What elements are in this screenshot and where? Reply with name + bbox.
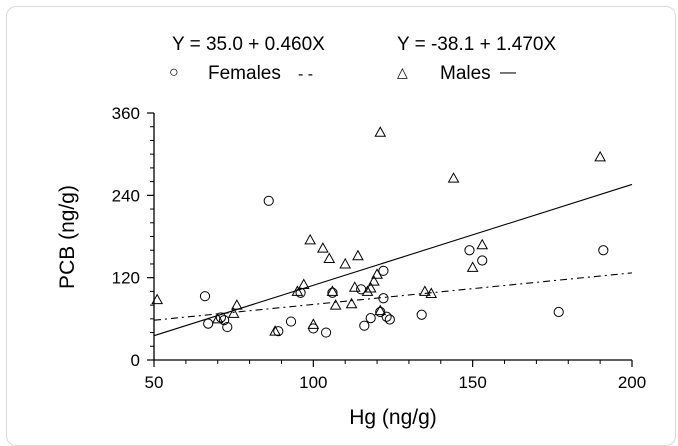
legend: Y = 35.0 + 0.460X Y = -38.1 + 1.470X ○ F…	[169, 34, 556, 84]
fit-line-males	[153, 183, 633, 337]
female-point	[359, 320, 370, 331]
male-point	[307, 318, 320, 329]
y-tick-label: 240	[112, 186, 140, 205]
male-point	[326, 285, 339, 296]
male-point	[447, 172, 460, 183]
male-point	[371, 268, 383, 279]
y-tick-label: 120	[112, 269, 140, 288]
male-point	[297, 278, 310, 290]
female-point	[378, 293, 389, 304]
regression-lines	[153, 183, 633, 337]
male-point	[339, 257, 352, 269]
fit-line-females	[153, 272, 633, 321]
female-point	[285, 316, 297, 327]
legend-equation-females: Y = 35.0 + 0.460X	[172, 34, 325, 55]
x-tick-label: 50	[145, 373, 164, 392]
male-point	[151, 293, 164, 305]
female-point	[381, 311, 392, 322]
male-point	[291, 285, 304, 296]
female-point	[365, 313, 376, 324]
male-point	[419, 285, 431, 296]
male-point	[361, 285, 374, 296]
female-point	[598, 245, 609, 256]
male-point	[323, 252, 336, 263]
x-tick-label: 100	[299, 373, 327, 392]
legend-linestyle-females: - -	[298, 66, 313, 83]
male-point	[345, 297, 358, 309]
legend-label-females: Females	[208, 63, 281, 84]
male-point	[227, 307, 240, 318]
female-point	[416, 309, 427, 320]
female-point	[375, 306, 386, 318]
male-point	[348, 281, 361, 292]
female-point	[203, 318, 214, 329]
male-point	[466, 261, 479, 272]
y-tick-label: 0	[131, 351, 140, 370]
y-tick-label: 360	[112, 104, 140, 123]
figure-frame	[6, 6, 676, 446]
female-point	[273, 326, 284, 337]
data-points	[151, 126, 609, 338]
female-point	[219, 315, 230, 326]
female-point	[327, 287, 338, 298]
female-point	[215, 312, 227, 323]
female-point	[320, 327, 332, 338]
x-tick-label: 200	[618, 373, 646, 392]
male-point	[352, 249, 364, 261]
female-point	[378, 265, 389, 276]
legend-linestyle-males: —	[500, 64, 516, 81]
male-point	[231, 299, 243, 310]
y-axis-title: PCB (ng/g)	[56, 185, 79, 289]
male-point	[425, 287, 438, 298]
male-point	[364, 281, 377, 293]
male-point	[304, 233, 316, 245]
male-point	[211, 312, 224, 324]
x-tick-label: 150	[458, 373, 486, 392]
female-point	[199, 291, 211, 302]
x-axis-title: Hg (ng/g)	[349, 406, 437, 429]
legend-label-males: Males	[440, 63, 491, 84]
male-point	[374, 304, 387, 316]
male-point	[329, 299, 342, 310]
male-point	[269, 325, 281, 336]
male-point	[368, 275, 380, 286]
male-point	[594, 150, 606, 162]
pcb-hg-scatter-chart: 50 100 150 200 0 120 240 360 Y = 35.0 + 0.460X …	[56, 34, 647, 429]
female-point	[263, 195, 274, 206]
legend-marker-males: △	[397, 64, 408, 80]
female-point	[464, 245, 475, 256]
female-point	[222, 321, 233, 333]
female-point	[477, 255, 488, 266]
male-point	[374, 126, 387, 137]
female-point	[384, 314, 395, 325]
axes: 50 100 150 200 0 120 240 360	[112, 104, 647, 392]
male-point	[317, 242, 329, 253]
legend-equation-males: Y = -38.1 + 1.470X	[397, 34, 556, 55]
female-point	[553, 306, 564, 318]
male-point	[476, 238, 489, 250]
legend-marker-females: ○	[169, 64, 179, 81]
